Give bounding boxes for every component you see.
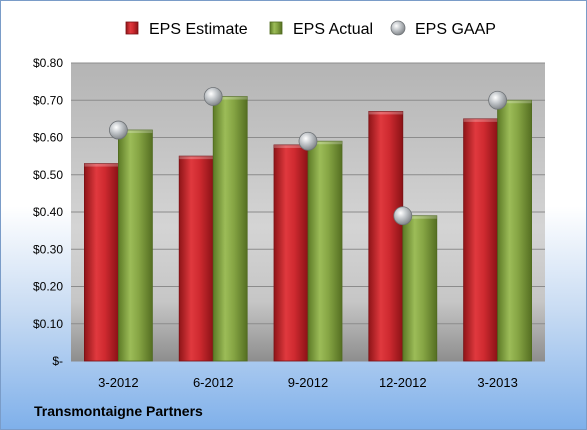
- y-tick-label: $0.30: [33, 242, 63, 256]
- y-tick-label: $0.70: [33, 93, 63, 107]
- gaap-markers: [109, 87, 508, 226]
- legend-label: EPS Actual: [293, 21, 373, 38]
- bar-eps-estimate: [273, 144, 309, 362]
- bar-eps-actual: [497, 99, 533, 362]
- bar-top-highlight: [274, 144, 308, 148]
- legend-label: EPS GAAP: [415, 21, 496, 38]
- marker-eps-gaap: [488, 90, 508, 110]
- y-tick-label: $0.20: [33, 280, 63, 294]
- bar-eps-actual: [118, 129, 153, 362]
- bar-top-highlight: [368, 111, 403, 115]
- bar-top-highlight: [118, 130, 153, 134]
- y-axis: $- $0.10 $0.20 $0.30 $0.40 $0.50 $0.60 $0.70 $0.…: [33, 56, 63, 368]
- x-tick-label: 12-2012: [379, 375, 427, 390]
- bar-eps-estimate: [84, 163, 119, 362]
- bar-eps-estimate: [368, 111, 404, 362]
- bar-eps-actual: [402, 215, 438, 362]
- bar-eps-estimate: [178, 155, 214, 362]
- y-tick-label: $-: [52, 354, 63, 368]
- legend-label: EPS Estimate: [149, 21, 248, 38]
- bar-top-highlight: [213, 96, 248, 100]
- bar-top-highlight: [463, 118, 498, 122]
- bar-top-highlight: [497, 100, 532, 104]
- bar-top-highlight: [179, 156, 214, 160]
- x-tick-label: 9-2012: [288, 375, 328, 390]
- bar-eps-actual: [212, 96, 248, 362]
- legend: EPS Estimate EPS Actual EPS GAAP: [125, 20, 496, 38]
- y-tick-label: $0.60: [33, 131, 63, 145]
- x-tick-label: 3-2012: [98, 375, 138, 390]
- legend-swatch-gaap: [390, 20, 406, 36]
- x-axis: 3-2012 6-2012 9-2012 12-2012 3-2013: [98, 375, 518, 390]
- bar-eps-actual: [307, 140, 343, 362]
- y-tick-label: $0.10: [33, 317, 63, 331]
- company-name: Transmontaigne Partners: [34, 403, 203, 419]
- bar-top-highlight: [402, 215, 437, 219]
- marker-eps-gaap: [393, 206, 413, 226]
- bar-top-highlight: [308, 141, 342, 145]
- y-tick-label: $0.80: [33, 56, 63, 70]
- legend-swatch-actual: [269, 21, 283, 35]
- bars: [84, 96, 533, 362]
- y-tick-label: $0.50: [33, 168, 63, 182]
- legend-swatch-estimate: [125, 21, 139, 35]
- bar-eps-estimate: [463, 118, 499, 362]
- marker-eps-gaap: [298, 131, 318, 151]
- bar-top-highlight: [84, 163, 119, 167]
- marker-eps-gaap: [203, 87, 223, 106]
- x-tick-label: 6-2012: [193, 375, 233, 390]
- marker-eps-gaap: [109, 120, 128, 140]
- y-tick-label: $0.40: [33, 205, 63, 219]
- x-tick-label: 3-2013: [477, 375, 517, 390]
